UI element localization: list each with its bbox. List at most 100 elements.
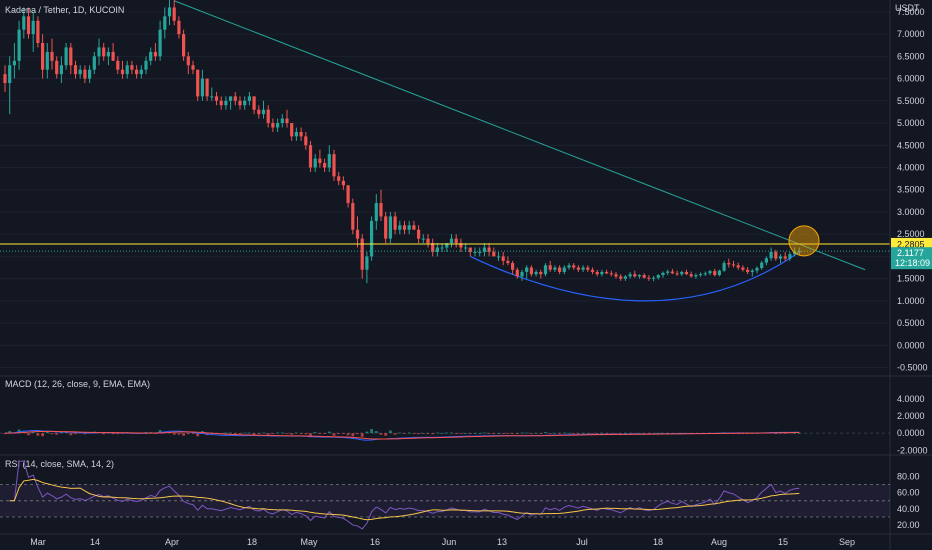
macd-histogram-bar [299,433,303,434]
time-tick-label: May [300,537,318,547]
candle-body [515,269,519,277]
macd-histogram-bar [252,433,256,435]
macd-histogram-bar [337,433,341,434]
time-tick-label: Aug [711,537,727,547]
cup-arc[interactable] [470,251,800,302]
rsi-tick-label: 20.00 [897,520,920,530]
macd-signal-line [4,430,800,440]
candle-body [652,277,656,279]
price-tick-label: 0.0000 [897,340,925,350]
candle-body [196,69,200,97]
price-tick-label: 5.5000 [897,96,925,106]
macd-histogram-bar [111,433,115,435]
candle-body [741,267,745,270]
candle-body [139,69,143,75]
macd-histogram-bar [501,433,505,434]
macd-histogram-bar [525,432,529,434]
macd-histogram-bar [407,432,411,434]
horizontal-line[interactable] [0,243,890,252]
macd-histogram-bar [196,433,200,437]
candle-body [318,158,322,164]
macd-histogram-bar [779,432,782,434]
candle-body [482,247,486,252]
price-tick-label: 7.5000 [897,7,925,17]
candle-body [614,274,618,277]
candle-body [135,69,139,75]
candle-body [379,203,383,217]
macd-histogram-bar [229,432,232,434]
macd-histogram-bar [172,433,176,435]
candle-body [205,78,209,97]
highlight-circle[interactable] [788,225,820,257]
macd-histogram-bar [793,432,796,434]
macd-histogram-bar [116,433,120,435]
price-pane[interactable]: Kadena / Tether, 1D, KUCOIN [0,0,890,369]
candle-body [388,216,392,239]
candle-body [45,51,49,70]
time-tick-label: Mar [30,537,46,547]
macd-histogram-bar [586,433,590,434]
macd-histogram-bar [69,433,73,436]
candle-body [116,60,120,70]
macd-histogram-bar [624,432,627,434]
candle-body [167,7,172,17]
macd-histogram-bar [530,433,533,434]
macd-histogram-bar [497,433,500,434]
macd-tick-label: 4.0000 [897,394,925,404]
time-tick-label: 14 [90,537,100,547]
macd-axis[interactable]: 4.0000 2.0000 0.0000 -2.0000 [897,394,928,455]
candle-body [581,267,585,270]
rsi-axis[interactable]: 80.00 60.00 40.00 20.00 [897,471,920,530]
macd-histogram-bar [17,429,21,434]
candle-body [384,216,388,239]
macd-histogram-bar [638,432,641,434]
macd-histogram-bar [3,433,7,435]
macd-histogram-bar [313,432,317,434]
trendline[interactable] [174,0,866,271]
candle-body [26,16,31,35]
candle-body [435,247,439,252]
candle-body [346,185,350,204]
macd-histogram-bar [454,433,458,434]
candle-body [3,74,7,84]
candle-body [73,65,78,75]
candle-body [572,265,576,268]
candle-body [78,69,82,75]
macd-histogram-bar [243,432,247,434]
macd-histogram-bar [797,433,801,434]
macd-histogram-bar [332,433,336,436]
candle-body [88,69,92,79]
macd-histogram-bar [511,433,514,434]
macd-histogram-bar [370,429,373,434]
candle-body [496,256,501,258]
macd-histogram-bar [102,433,106,435]
candle-body [370,220,374,257]
macd-histogram-bar [506,433,510,434]
macd-histogram-bar [83,433,87,435]
candle-body [144,60,148,70]
time-axis[interactable]: Mar 14 Apr 18 May 16 Jun 13 Jul 18 Aug 15 Sep [30,537,855,547]
macd-pane[interactable]: MACD (12, 26, close, 9, EMA, EMA) [0,379,890,441]
trendline-stroke [174,0,866,271]
price-axis[interactable]: USDT 7.5000 7.0000 6.5000 6.0000 5.5000 5.000… [895,3,928,373]
macd-histogram-bar [417,433,420,435]
price-tick-label: -0.5000 [897,363,928,373]
macd-histogram-bar [74,433,77,435]
candle-body [402,225,407,230]
candle-body [647,277,651,279]
candle-body [713,271,717,276]
highlight-circle-shape [788,225,820,257]
candle-body [125,65,129,75]
candle-body [656,275,660,278]
candle-body [548,265,552,270]
macd-histogram-bar [280,432,284,434]
candle-body [191,65,195,70]
macd-histogram-bar [346,433,350,436]
rsi-pane[interactable]: RSI (14, close, SMA, 14, 2) [0,459,890,530]
macd-histogram-bar [31,431,35,434]
candle-body [97,47,101,57]
candle-body [50,51,54,61]
price-tick-label: 0.5000 [897,318,925,328]
